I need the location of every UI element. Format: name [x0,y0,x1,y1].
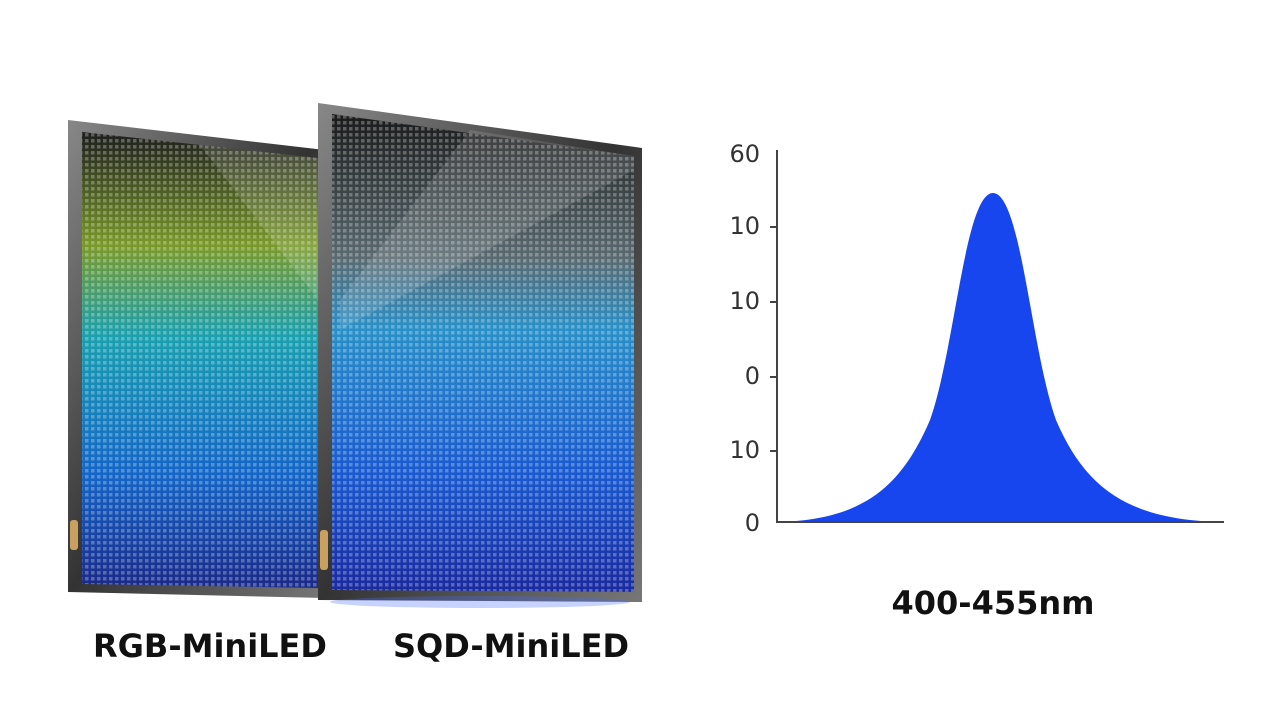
sqd-panel [318,103,642,608]
y-tick-label: 10 [729,287,760,315]
panel-label: RGB-MiniLED [93,627,327,665]
spectrum-curve [777,193,1222,522]
panel-label: SQD-MiniLED [393,627,629,665]
rgb-panel [68,120,325,598]
y-tick-label: 10 [729,436,760,464]
y-tick-label: 10 [729,212,760,240]
y-tick-label: 0 [745,509,760,537]
y-tick-label: 60 [729,140,760,168]
x-axis-label: 400-455nm [892,584,1095,622]
spectrum-chart: 60 10 10 0 10 0 400-455nm [729,140,1224,622]
y-tick-label: 0 [745,362,760,390]
